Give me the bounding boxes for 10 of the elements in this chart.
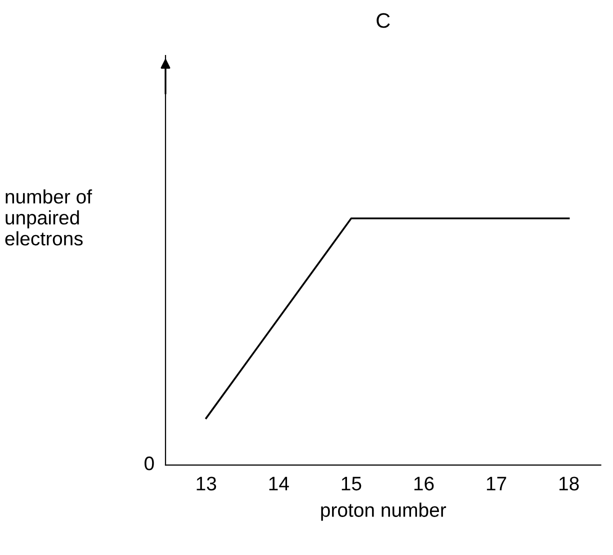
x-tick-label: 17 [486,476,506,490]
x-tick-label: 15 [342,476,362,490]
x-axis-title: proton number [321,502,446,521]
x-tick-label: 13 [196,476,216,490]
x-tick-label: 18 [559,476,579,490]
y-axis-title: number of unpaired electrons [5,189,92,246]
x-tick-label: 14 [269,476,289,490]
text: 0 [144,456,154,470]
x-tick-label: 16 [414,476,434,490]
chart-title: C [376,13,390,28]
